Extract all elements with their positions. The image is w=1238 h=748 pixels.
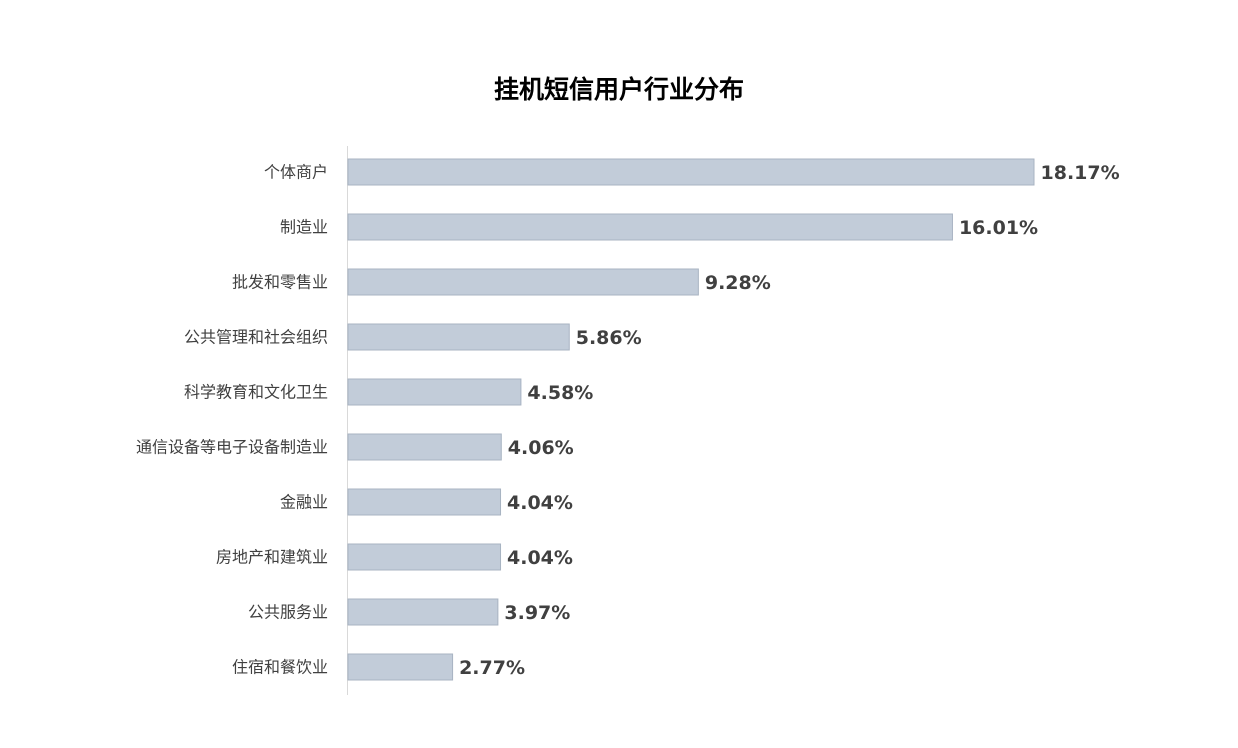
category-label: 金融业 xyxy=(280,493,328,512)
data-label: 4.06% xyxy=(508,437,574,459)
bar xyxy=(347,268,699,296)
category-label: 科学教育和文化卫生 xyxy=(184,383,328,402)
category-label: 住宿和餐饮业 xyxy=(232,658,328,677)
bar xyxy=(347,543,502,571)
category-label: 批发和零售业 xyxy=(232,273,328,292)
bar xyxy=(347,213,953,241)
data-label: 4.04% xyxy=(507,547,573,569)
data-label: 5.86% xyxy=(576,327,642,349)
data-label: 2.77% xyxy=(459,657,525,679)
bar xyxy=(347,378,522,406)
data-label: 16.01% xyxy=(959,217,1038,239)
bar xyxy=(347,488,502,516)
category-label: 房地产和建筑业 xyxy=(216,548,328,567)
data-label: 4.58% xyxy=(527,382,593,404)
bar xyxy=(347,158,1035,186)
category-label: 公共管理和社会组织 xyxy=(184,328,328,347)
bar xyxy=(347,653,454,681)
category-label: 通信设备等电子设备制造业 xyxy=(136,438,328,457)
chart-title: 挂机短信用户行业分布 xyxy=(493,75,744,104)
bar xyxy=(347,598,499,626)
data-label: 4.04% xyxy=(507,492,573,514)
data-label: 18.17% xyxy=(1041,162,1120,184)
bar xyxy=(347,433,502,461)
category-label: 公共服务业 xyxy=(248,603,328,622)
bar xyxy=(347,323,570,351)
category-label: 个体商户 xyxy=(264,163,328,182)
data-label: 3.97% xyxy=(504,602,570,624)
category-label: 制造业 xyxy=(280,218,328,237)
data-label: 9.28% xyxy=(705,272,771,294)
